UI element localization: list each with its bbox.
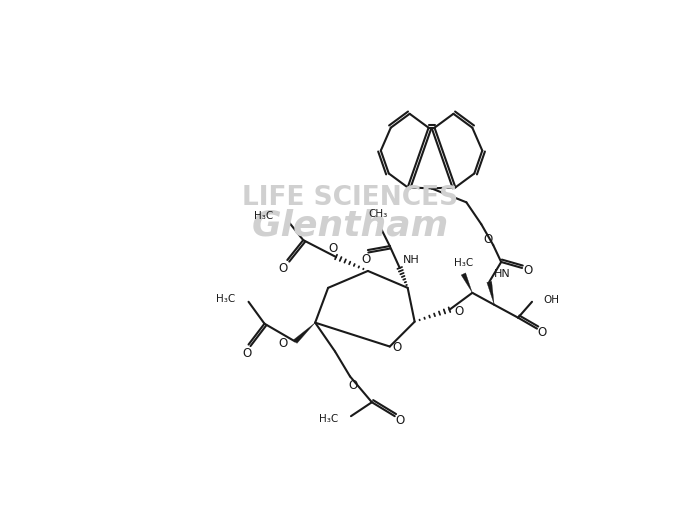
Text: O: O [523,265,532,278]
Text: H₃C: H₃C [216,294,236,304]
Text: NH: NH [403,255,420,265]
Text: O: O [395,413,404,426]
Text: H₃C: H₃C [319,414,338,424]
Text: HN: HN [494,269,511,279]
Text: O: O [242,347,251,360]
Text: O: O [454,305,464,318]
Text: LIFE SCIENCES: LIFE SCIENCES [242,185,458,211]
Text: O: O [349,379,358,392]
Text: H₃C: H₃C [254,211,274,221]
Polygon shape [487,281,494,305]
Text: OH: OH [543,295,559,305]
Text: O: O [278,337,287,350]
Text: Glentham: Glentham [251,208,449,242]
Polygon shape [461,273,473,293]
Text: H₃C: H₃C [454,258,473,268]
Text: O: O [278,263,288,276]
Text: O: O [361,253,370,266]
Polygon shape [294,323,315,343]
Text: O: O [537,326,546,339]
Text: O: O [329,242,338,255]
Text: O: O [484,232,493,245]
Text: O: O [392,341,402,354]
Text: CH₃: CH₃ [368,209,388,219]
